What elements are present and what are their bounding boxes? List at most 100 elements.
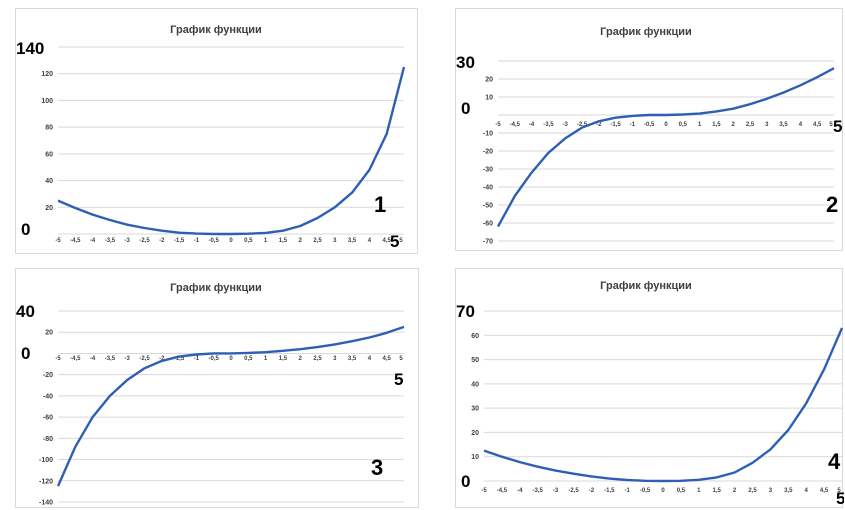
- x-tick-label: -2,5: [139, 238, 150, 244]
- x-tick-label: 2,5: [313, 238, 322, 244]
- x-tick-label: -3,5: [105, 238, 116, 244]
- x-tick-label: -2,5: [577, 122, 588, 128]
- x-max-label: 5: [390, 232, 399, 251]
- x-tick-label: 0: [229, 238, 233, 244]
- zero-label: 0: [461, 99, 470, 118]
- x-tick-label: 4: [368, 238, 372, 244]
- x-tick-label: 4: [805, 488, 809, 494]
- x-tick-label: 2: [299, 356, 303, 362]
- x-tick-label: -0,5: [640, 488, 651, 494]
- y-max-label: 40: [16, 302, 35, 321]
- chart-number-label: 2: [826, 192, 838, 217]
- y-tick-label: 60: [471, 333, 479, 340]
- y-max-label: 70: [456, 302, 475, 321]
- y-tick-label: -30: [483, 167, 493, 174]
- zero-label: 0: [461, 472, 470, 491]
- y-tick-label: -120: [39, 478, 53, 485]
- x-tick-label: 1,5: [713, 488, 722, 494]
- y-tick-label: -20: [483, 149, 493, 156]
- x-tick-label: -1,5: [174, 356, 185, 362]
- x-tick-label: -5: [55, 356, 61, 362]
- y-tick-label: 40: [45, 178, 53, 185]
- y-tick-label: -40: [43, 393, 53, 400]
- x-tick-label: 2: [299, 238, 303, 244]
- x-tick-label: 5: [837, 488, 841, 494]
- x-tick-label: -4: [529, 122, 535, 128]
- x-tick-label: 0,5: [677, 488, 686, 494]
- x-tick-label: -4: [90, 356, 96, 362]
- y-tick-label: 20: [45, 330, 53, 337]
- y-max-label: 30: [456, 53, 475, 72]
- x-tick-label: -3: [563, 122, 569, 128]
- y-max-label: 140: [16, 39, 44, 58]
- x-tick-label: -2: [159, 356, 165, 362]
- x-tick-label: -3,5: [543, 122, 554, 128]
- chart-title: График функции: [600, 280, 692, 292]
- y-tick-label: 20: [471, 430, 479, 437]
- x-tick-label: -1: [194, 356, 200, 362]
- y-tick-label: 30: [471, 406, 479, 413]
- function-curve: [483, 327, 844, 483]
- x-tick-label: 1: [697, 488, 701, 494]
- x-tick-label: -0,5: [209, 356, 220, 362]
- x-tick-label: 1,5: [712, 122, 721, 128]
- x-tick-label: 4: [799, 122, 803, 128]
- x-tick-label: 5: [399, 238, 403, 244]
- x-tick-label: 0,5: [679, 122, 688, 128]
- function-curve: [496, 67, 835, 228]
- x-tick-label: -2: [159, 238, 165, 244]
- x-tick-label: -1: [630, 122, 636, 128]
- x-tick-label: -2: [596, 122, 602, 128]
- x-tick-label: 3,5: [784, 488, 793, 494]
- x-tick-label: -2,5: [568, 488, 579, 494]
- x-tick-label: 2,5: [746, 122, 755, 128]
- y-tick-label: 20: [485, 77, 493, 84]
- x-tick-label: 1: [264, 238, 268, 244]
- x-tick-label: -0,5: [209, 238, 220, 244]
- chart-number-label: 1: [374, 192, 386, 217]
- x-tick-label: -1: [194, 238, 200, 244]
- x-tick-label: -4: [90, 238, 96, 244]
- x-max-label: 5: [394, 370, 403, 389]
- x-tick-label: 4,5: [820, 488, 829, 494]
- x-tick-label: -3: [125, 356, 131, 362]
- x-tick-label: -1,5: [610, 122, 621, 128]
- x-tick-label: 4,5: [383, 356, 392, 362]
- x-tick-label: -0,5: [644, 122, 655, 128]
- x-tick-label: 3,5: [779, 122, 788, 128]
- x-tick-label: 2: [733, 488, 737, 494]
- x-tick-label: 3: [765, 122, 769, 128]
- x-tick-label: -5: [495, 122, 501, 128]
- y-tick-label: 20: [45, 205, 53, 212]
- function-curve: [57, 66, 406, 236]
- x-tick-label: -4,5: [510, 122, 521, 128]
- x-tick-label: 2,5: [748, 488, 757, 494]
- chart-number-label: 3: [371, 455, 383, 480]
- chart-panel-2: -70 -60 -50 -40 -30 -20 -10 10 20 График функции -…: [455, 8, 843, 251]
- chart-title: График функции: [170, 24, 262, 36]
- y-tick-label: -20: [43, 372, 53, 379]
- x-tick-label: 2,5: [313, 356, 322, 362]
- x-tick-label: -3,5: [105, 356, 116, 362]
- chart-panel-3: -140 -120 -100 -80 -60 -40 -20 20 График функции…: [15, 268, 419, 508]
- function-curve: [56, 325, 405, 487]
- chart-panel-4: 10 20 30 40 50 60 График функции -5 -4,5 -4 -3,5 -3…: [455, 268, 844, 508]
- x-tick-label: -3,5: [533, 488, 544, 494]
- x-tick-label: 5: [399, 356, 403, 362]
- x-tick-label: 0: [664, 122, 668, 128]
- x-tick-label: 3: [333, 238, 337, 244]
- y-tick-label: -50: [483, 203, 493, 210]
- y-tick-label: -80: [43, 436, 53, 443]
- x-tick-label: -4,5: [70, 356, 81, 362]
- x-tick-label: 0: [661, 488, 665, 494]
- x-tick-label: 4,5: [383, 238, 392, 244]
- x-tick-label: 0,5: [244, 356, 253, 362]
- x-tick-label: 1,5: [279, 356, 288, 362]
- y-tick-label: 60: [45, 151, 53, 158]
- zero-label: 0: [21, 344, 30, 363]
- x-tick-label: 5: [829, 122, 833, 128]
